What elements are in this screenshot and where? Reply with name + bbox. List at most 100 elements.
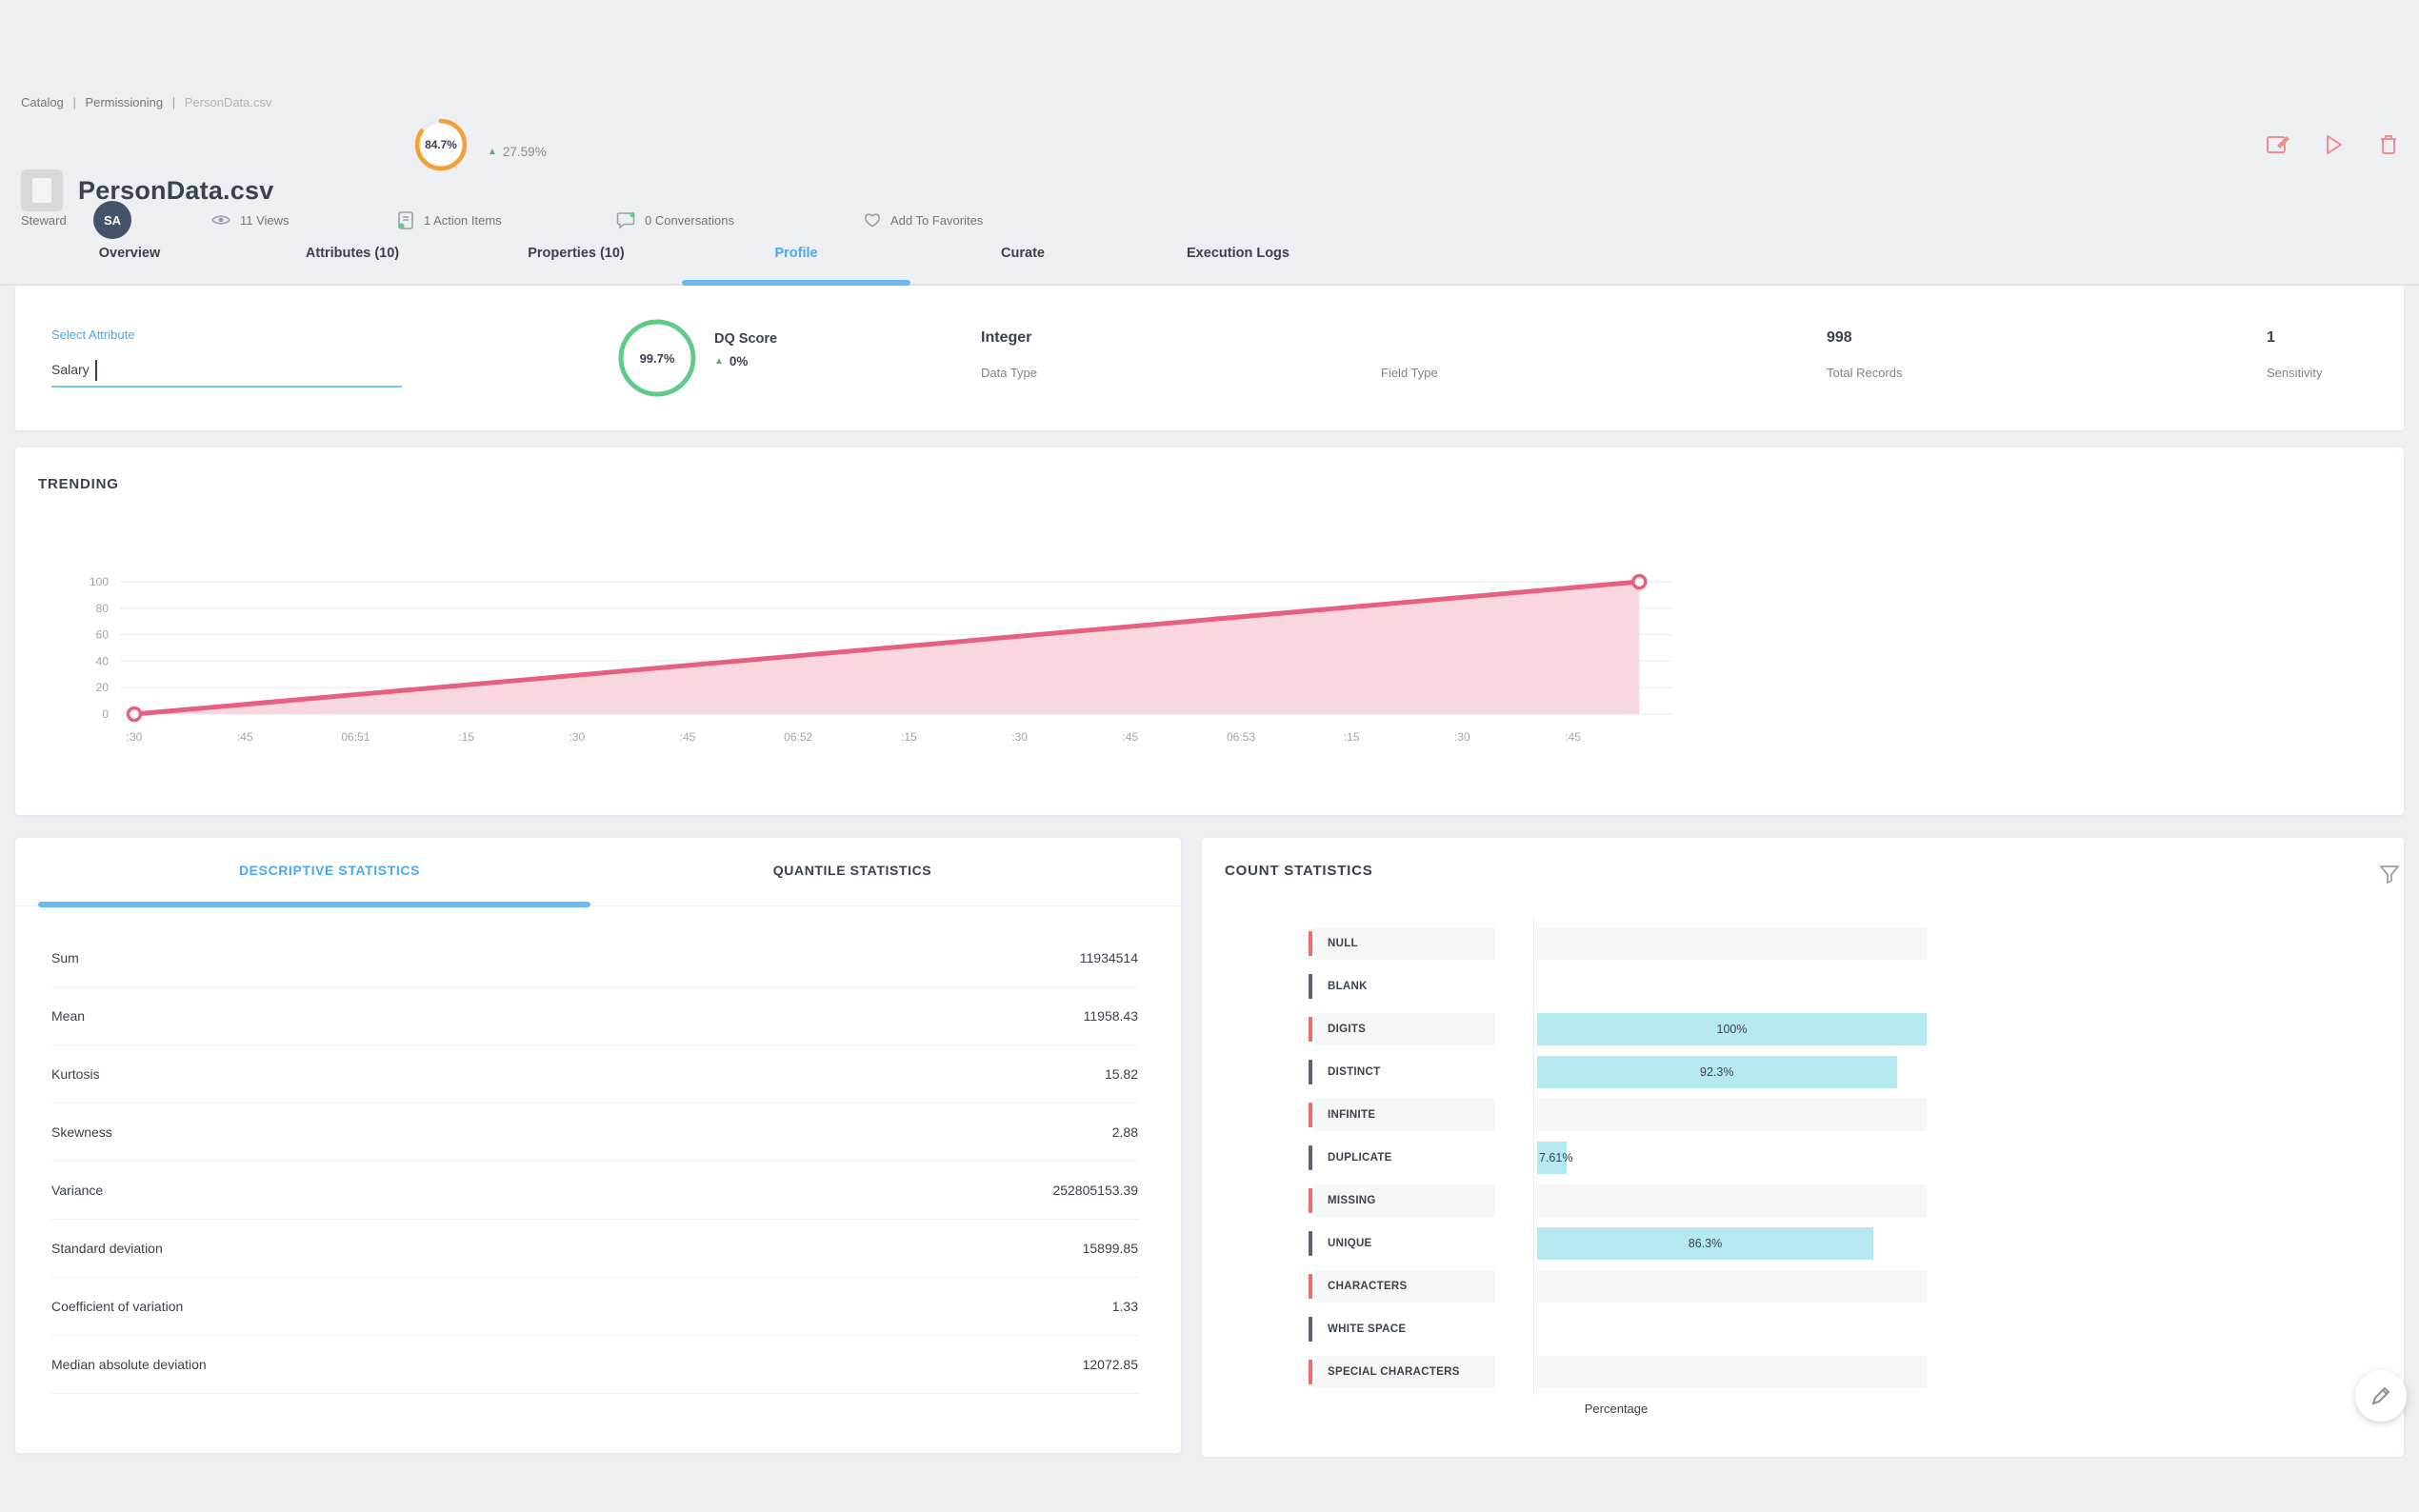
y-tick-label: 80 — [96, 602, 110, 615]
total-records-label: Total Records — [1827, 366, 1903, 380]
attribute-input[interactable] — [51, 353, 402, 388]
tab-properties[interactable]: Properties (10) — [528, 246, 625, 261]
conversations-item[interactable]: 0 Conversations — [616, 198, 734, 242]
active-stats-tab-underline — [38, 902, 590, 907]
count-row: BLANK — [1202, 965, 2404, 1007]
tab-attributes[interactable]: Attributes (10) — [305, 246, 400, 261]
total-records-field: 998 Total Records — [1827, 329, 1902, 380]
trending-chart: 0 20 40 60 80 100:30:45 06:51:15:30:45 06:52:15… — [90, 573, 1672, 744]
conversations-count: 0 Conversations — [645, 212, 734, 228]
statistics-tabs: DESCRIPTIVE STATISTICS QUANTILE STATISTI… — [15, 838, 1181, 907]
views-count: 11 Views — [240, 212, 290, 228]
tab-profile[interactable]: Profile — [774, 246, 818, 261]
bar-track — [1537, 1269, 1927, 1303]
x-tick-label: :15 — [1344, 730, 1360, 744]
tab-overview[interactable]: Overview — [98, 246, 161, 261]
stat-label: Median absolute deviation — [51, 1357, 207, 1372]
dq-score-label: DQ Score — [714, 331, 778, 347]
category-tick — [1309, 1016, 1312, 1042]
x-tick-label: :45 — [680, 730, 696, 744]
eye-icon — [211, 215, 230, 225]
text-caret — [95, 360, 97, 381]
bar — [1537, 1141, 1568, 1174]
bar — [1537, 1012, 1927, 1045]
active-tab-underline — [682, 280, 910, 286]
bar-track — [1537, 1184, 1927, 1217]
stat-label: Skewness — [51, 1124, 112, 1140]
tab-execution-logs[interactable]: Execution Logs — [1187, 246, 1289, 261]
play-icon[interactable] — [2318, 129, 2349, 160]
category-tick — [1309, 1059, 1312, 1084]
tab-quantile-statistics[interactable]: QUANTILE STATISTICS — [772, 863, 932, 878]
breadcrumb-current: PersonData.csv — [184, 95, 272, 109]
action-items-item[interactable]: 1 Action Items — [397, 198, 502, 242]
count-row: CHARACTERS — [1202, 1264, 2404, 1307]
category-label: CHARACTERS — [1314, 1269, 1495, 1303]
bar-track: 100% — [1537, 1012, 1927, 1045]
edit-fab-button[interactable] — [2355, 1370, 2407, 1422]
category-tick — [1309, 1359, 1312, 1384]
stat-label: Standard deviation — [51, 1241, 163, 1256]
category-tick — [1309, 1230, 1312, 1256]
trend-up-icon: ▲ — [714, 356, 724, 367]
breadcrumb-separator: | — [171, 95, 176, 109]
trend-line — [133, 579, 1640, 717]
add-to-favorites[interactable]: Add To Favorites — [864, 198, 983, 242]
table-row: Mean 11958.43 — [51, 987, 1138, 1045]
note-edit-icon[interactable] — [2263, 129, 2293, 160]
avatar[interactable]: SA — [93, 201, 131, 239]
steward-avatar[interactable]: SA — [93, 198, 131, 242]
y-tick-label: 40 — [96, 654, 110, 667]
pencil-icon — [2371, 1386, 2390, 1405]
table-row: Kurtosis 15.82 — [51, 1045, 1138, 1104]
data-type-field: Integer Data Type — [981, 329, 1037, 380]
count-row: NULL — [1202, 922, 2404, 965]
category-tick — [1309, 973, 1312, 999]
trend-value: 27.59% — [502, 145, 547, 159]
heart-icon — [865, 213, 880, 228]
category-label: UNIQUE — [1328, 1237, 1372, 1249]
dataset-type-icon — [21, 169, 63, 211]
table-row: Skewness 2.88 — [51, 1104, 1138, 1162]
trending-panel: TRENDING 0 20 40 60 80 100:30:45 06:51:15:30:4… — [15, 448, 2404, 815]
data-type-label: Data Type — [981, 366, 1038, 380]
statistics-table: Sum 11934514 Mean 11958.43 Kurtosis 15.82 S… — [15, 929, 1181, 1394]
x-tick-label: :30 — [127, 730, 143, 744]
page-title: PersonData.csv — [78, 175, 274, 205]
sensitivity-label: Sensitivity — [2267, 366, 2323, 380]
stat-value: 12072.85 — [1082, 1357, 1138, 1372]
breadcrumb: Catalog | Permissioning | PersonData.csv — [21, 95, 272, 109]
total-records-value: 998 — [1827, 329, 1852, 346]
y-tick-label: 0 — [102, 707, 109, 721]
select-attribute-group: Select Attribute — [51, 328, 402, 388]
bar — [1537, 1226, 1873, 1260]
breadcrumb-permissioning[interactable]: Permissioning — [85, 95, 164, 109]
trash-icon[interactable] — [2373, 129, 2404, 160]
category-label: DISTINCT — [1328, 1065, 1381, 1078]
category-label: MISSING — [1314, 1184, 1495, 1217]
count-statistics-title: COUNT STATISTICS — [1225, 863, 1373, 879]
stat-label: Sum — [51, 950, 79, 965]
category-label: NULL — [1314, 926, 1495, 960]
stat-value: 2.88 — [1111, 1124, 1138, 1140]
stat-label: Kurtosis — [51, 1066, 100, 1082]
bar-track: 86.3% — [1537, 1226, 1927, 1260]
x-tick-label: :30 — [1454, 730, 1470, 744]
clipboard-icon — [398, 211, 413, 229]
funnel-icon[interactable] — [2379, 865, 2400, 888]
table-row: Variance 252805153.39 — [51, 1162, 1138, 1220]
count-bar-chart: NULL BLANK DIGITS 100% DISTINCT 92.3% INFINITE… — [1202, 922, 2404, 1393]
x-tick-label: 06:52 — [784, 730, 812, 744]
breadcrumb-catalog[interactable]: Catalog — [21, 95, 64, 109]
field-type-value — [1381, 329, 1438, 348]
stat-value: 11934514 — [1079, 950, 1138, 965]
tab-curate[interactable]: Curate — [1001, 246, 1045, 261]
x-tick-label: :30 — [569, 730, 585, 744]
header-actions — [2263, 129, 2404, 160]
stat-value: 11958.43 — [1083, 1008, 1138, 1024]
quality-gauge: 84.7% — [414, 118, 468, 171]
stat-label: Coefficient of variation — [51, 1299, 184, 1314]
category-label: BLANK — [1328, 980, 1368, 992]
tab-descriptive-statistics[interactable]: DESCRIPTIVE STATISTICS — [238, 863, 421, 878]
